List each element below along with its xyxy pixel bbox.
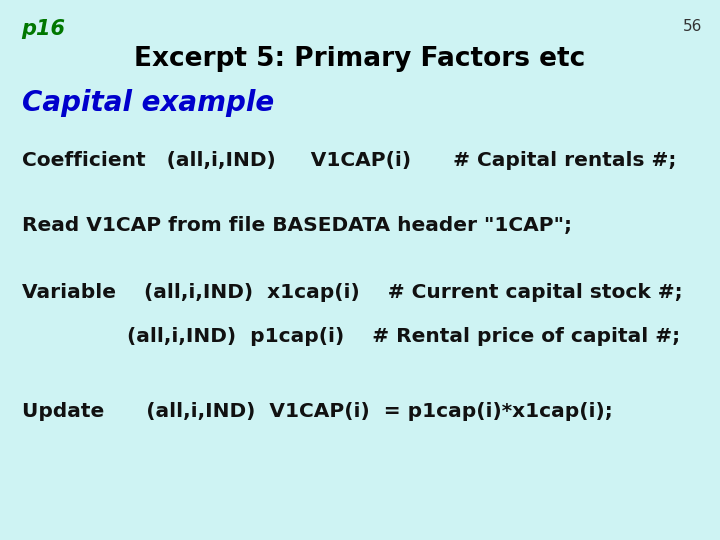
Text: Excerpt 5: Primary Factors etc: Excerpt 5: Primary Factors etc: [135, 46, 585, 72]
Text: Coefficient   (all,i,IND)     V1CAP(i)      # Capital rentals #;: Coefficient (all,i,IND) V1CAP(i) # Capit…: [22, 151, 676, 170]
Text: Update      (all,i,IND)  V1CAP(i)  = p1cap(i)*x1cap(i);: Update (all,i,IND) V1CAP(i) = p1cap(i)*x…: [22, 402, 612, 421]
Text: (all,i,IND)  p1cap(i)    # Rental price of capital #;: (all,i,IND) p1cap(i) # Rental price of c…: [22, 327, 680, 346]
Text: Capital example: Capital example: [22, 89, 274, 117]
Text: 56: 56: [683, 19, 702, 34]
Text: p16: p16: [22, 19, 66, 39]
Text: Variable    (all,i,IND)  x1cap(i)    # Current capital stock #;: Variable (all,i,IND) x1cap(i) # Current …: [22, 284, 683, 302]
Text: Read V1CAP from file BASEDATA header "1CAP";: Read V1CAP from file BASEDATA header "1C…: [22, 216, 572, 235]
